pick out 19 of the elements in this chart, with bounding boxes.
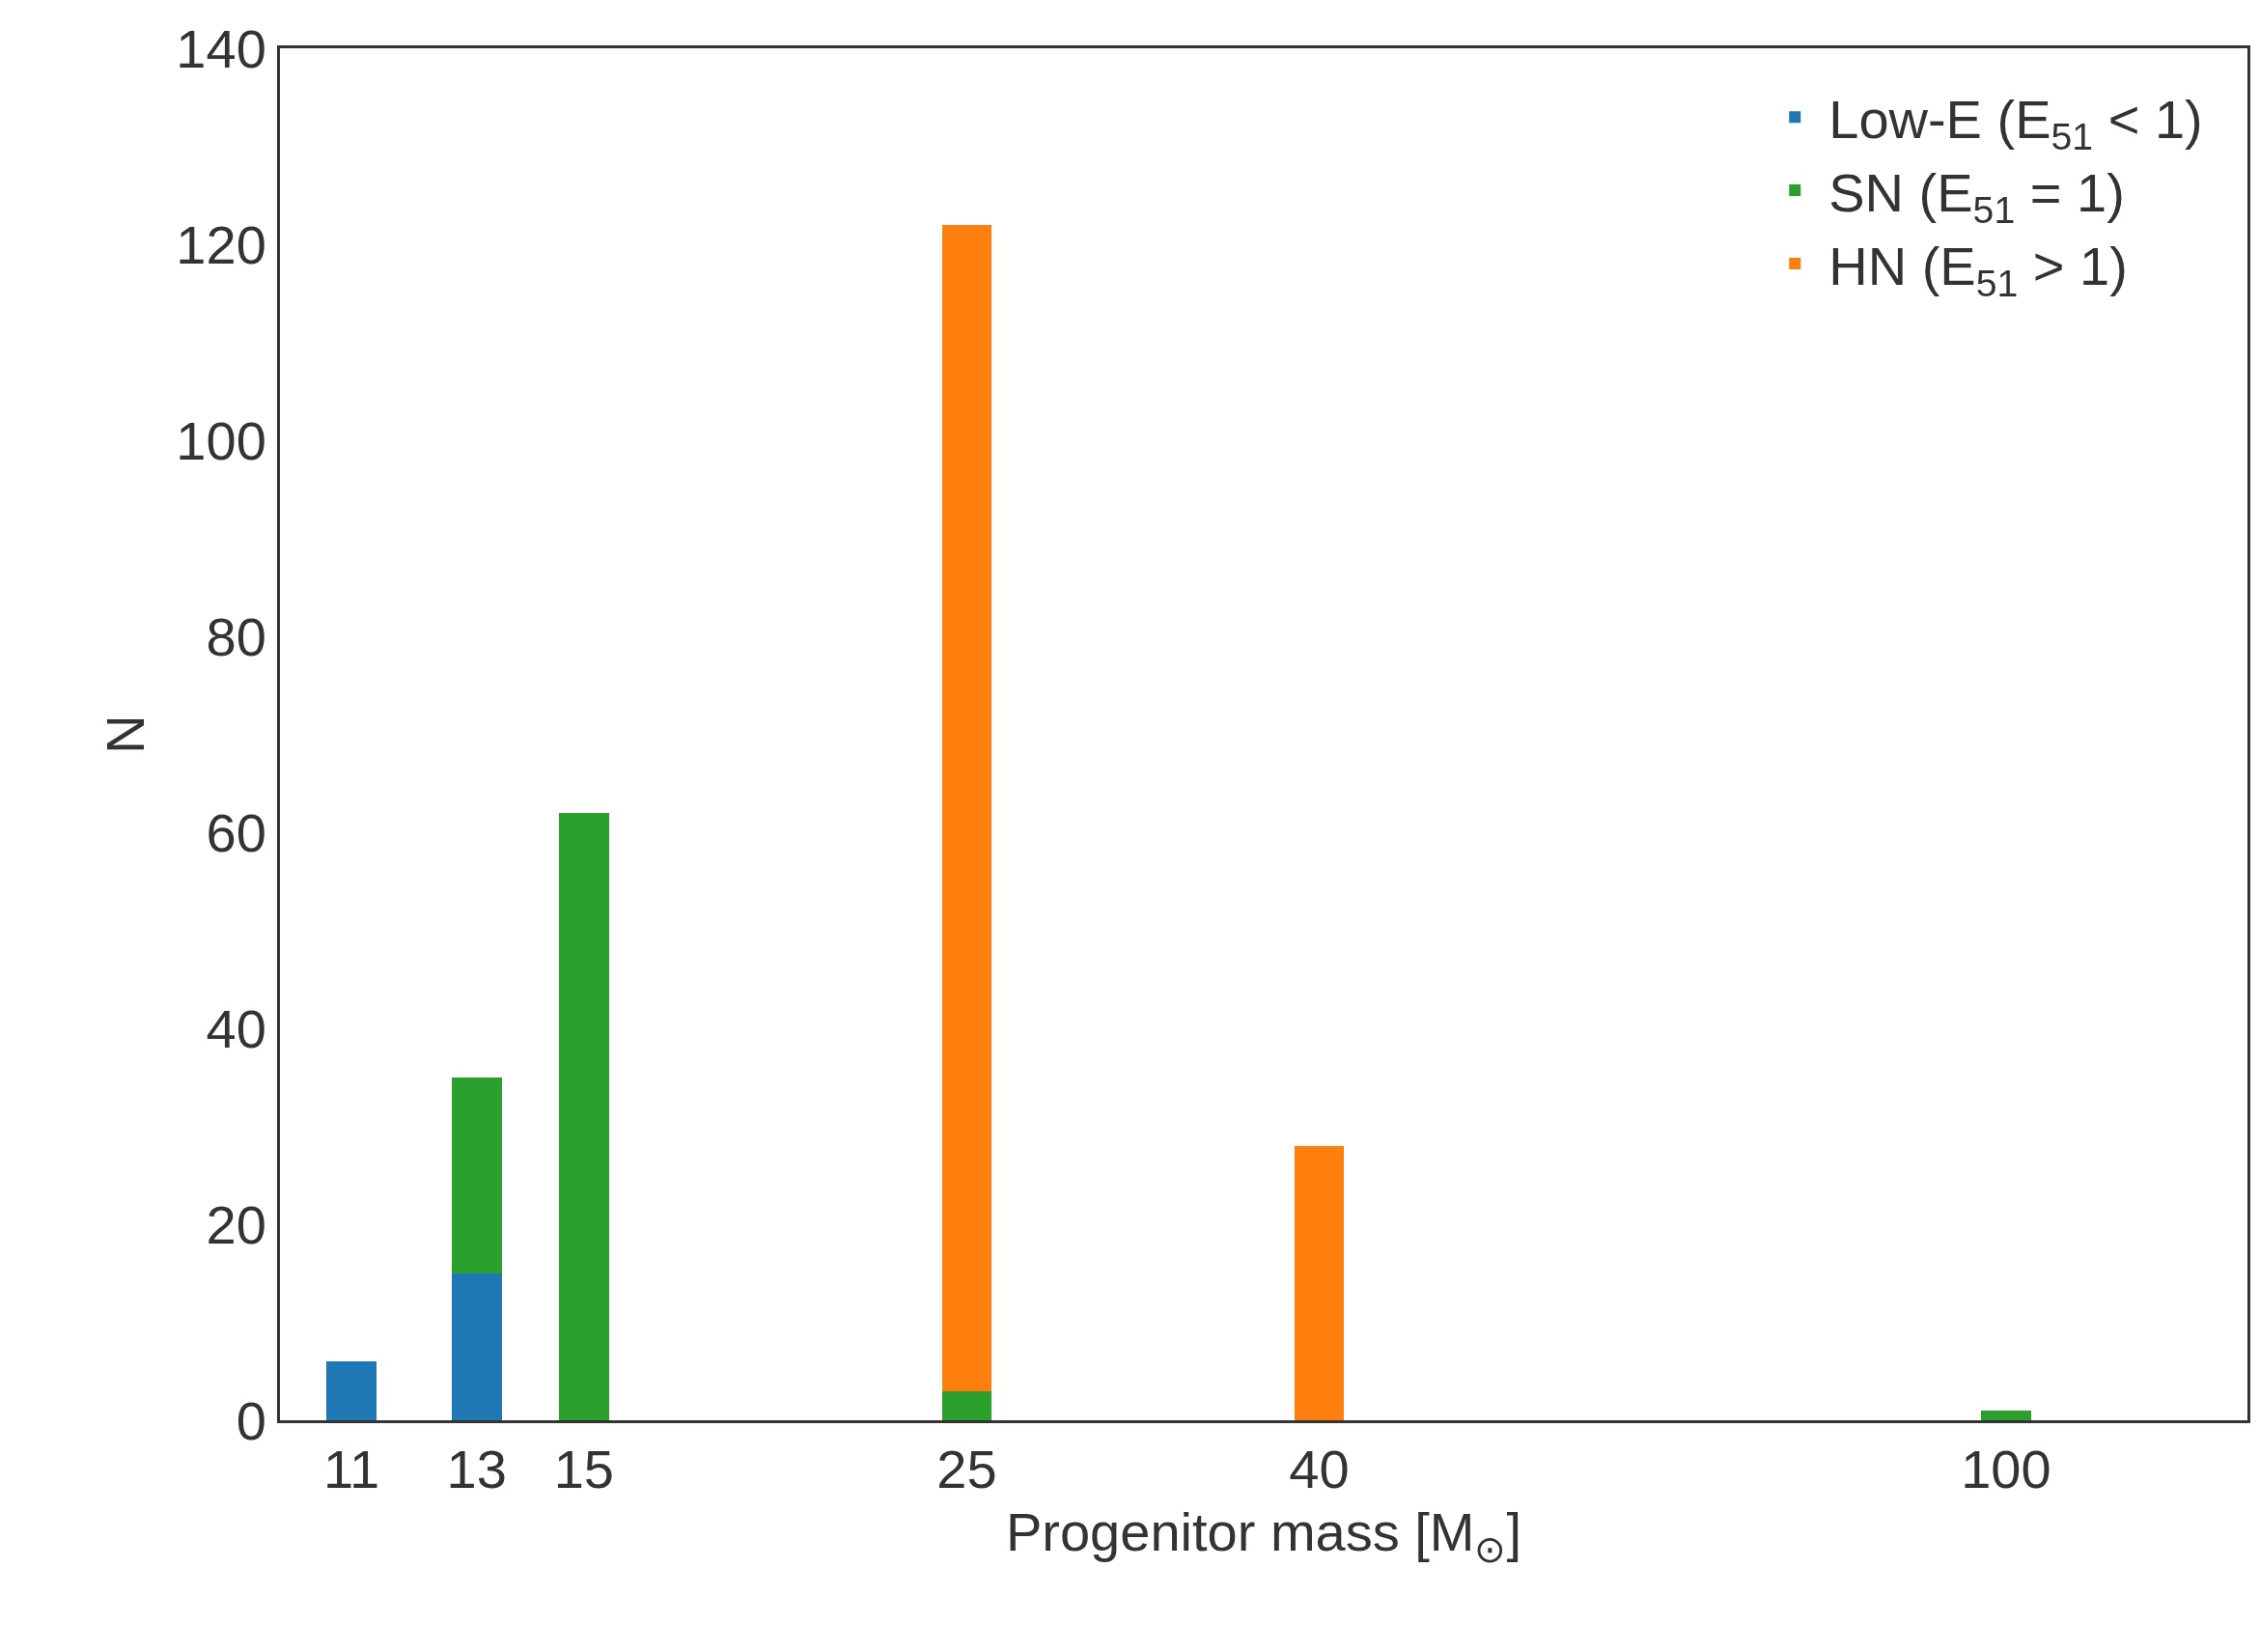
y-axis-title: N bbox=[95, 714, 156, 754]
x-tick-label: 13 bbox=[446, 1439, 507, 1500]
legend-label: Low-E (E$_{51}$ < 1) bbox=[1828, 89, 2203, 157]
legend-label: HN (E$_{51}$ > 1) bbox=[1828, 235, 2128, 304]
y-tick-label: 140 bbox=[176, 17, 266, 79]
y-tick-label: 80 bbox=[206, 605, 266, 667]
y-tick-label: 20 bbox=[206, 1193, 266, 1255]
x-tick-label: 100 bbox=[1961, 1439, 2051, 1500]
y-tick-label: 100 bbox=[176, 409, 266, 471]
y-tick-label: 40 bbox=[206, 997, 266, 1059]
x-tick-label: 40 bbox=[1289, 1439, 1350, 1500]
y-tick-label: 60 bbox=[206, 801, 266, 863]
legend-label: SN (E$_{51}$ = 1) bbox=[1828, 161, 2125, 231]
x-tick-label: 15 bbox=[553, 1439, 614, 1500]
y-tick-label: 0 bbox=[236, 1389, 266, 1451]
x-tick-label: 11 bbox=[322, 1439, 380, 1500]
x-tick-label: 25 bbox=[936, 1439, 997, 1500]
y-tick-label: 120 bbox=[176, 213, 266, 275]
x-axis-title: Progenitor mass [M$_{⊙}$] bbox=[1005, 1500, 1522, 1570]
